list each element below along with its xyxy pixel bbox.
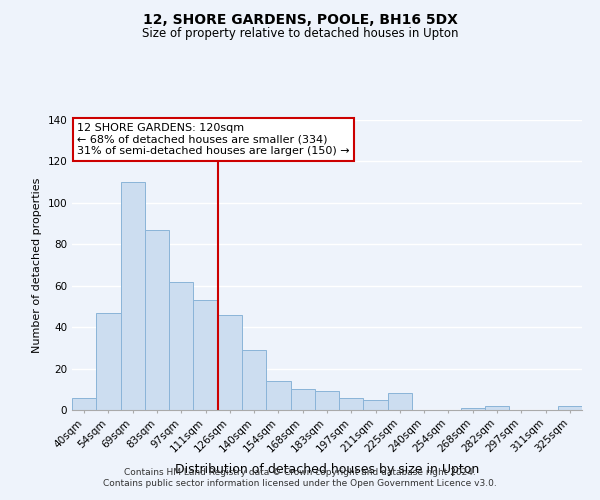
Bar [485,406,509,410]
Bar [96,312,121,410]
Bar [364,400,388,410]
Bar [388,394,412,410]
Bar [72,398,96,410]
Bar [290,390,315,410]
Bar [145,230,169,410]
Bar [266,381,290,410]
Bar [218,314,242,410]
Bar [169,282,193,410]
Text: Contains HM Land Registry data © Crown copyright and database right 2024.
Contai: Contains HM Land Registry data © Crown c… [103,468,497,487]
Bar [315,392,339,410]
Text: 12 SHORE GARDENS: 120sqm
← 68% of detached houses are smaller (334)
31% of semi-: 12 SHORE GARDENS: 120sqm ← 68% of detach… [77,123,350,156]
Bar [121,182,145,410]
Bar [339,398,364,410]
Bar [558,406,582,410]
Bar [461,408,485,410]
Y-axis label: Number of detached properties: Number of detached properties [32,178,42,352]
Bar [242,350,266,410]
Text: 12, SHORE GARDENS, POOLE, BH16 5DX: 12, SHORE GARDENS, POOLE, BH16 5DX [143,12,457,26]
Text: Size of property relative to detached houses in Upton: Size of property relative to detached ho… [142,28,458,40]
Bar [193,300,218,410]
X-axis label: Distribution of detached houses by size in Upton: Distribution of detached houses by size … [175,463,479,476]
